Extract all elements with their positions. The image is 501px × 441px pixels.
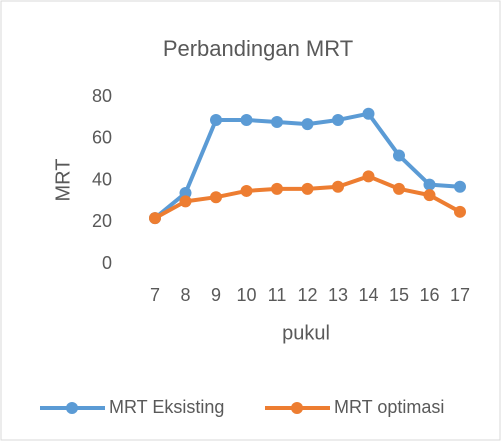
data-point <box>454 180 466 193</box>
data-point <box>332 180 344 193</box>
legend-label: MRT Eksisting <box>109 397 224 417</box>
legend-label: MRT optimasi <box>334 397 444 417</box>
legend-marker <box>66 402 78 414</box>
y-tick-label: 20 <box>92 211 112 231</box>
x-tick-label: 7 <box>150 285 160 305</box>
data-point <box>393 149 405 162</box>
x-axis-title: pukul <box>282 322 330 344</box>
data-point <box>362 170 375 183</box>
data-point <box>179 187 192 200</box>
data-point <box>271 182 283 195</box>
data-point <box>301 118 314 131</box>
data-point <box>332 113 344 126</box>
x-tick-label: 13 <box>328 285 348 305</box>
data-point <box>393 182 405 195</box>
data-point <box>423 178 436 191</box>
chart-title: Perbandingan MRT <box>163 36 353 61</box>
data-point <box>301 182 314 195</box>
data-point <box>240 113 253 126</box>
legend-marker <box>291 402 303 414</box>
data-point <box>240 184 253 197</box>
data-point <box>454 205 466 218</box>
data-point <box>271 116 283 129</box>
x-tick-label: 9 <box>211 285 221 305</box>
data-point <box>179 195 192 208</box>
x-tick-label: 8 <box>180 285 190 305</box>
y-tick-label: 0 <box>102 253 112 273</box>
x-tick-label: 10 <box>236 285 256 305</box>
y-tick-label: 60 <box>92 128 112 148</box>
x-tick-label: 14 <box>358 285 378 305</box>
y-axis-title: MRT <box>52 159 74 202</box>
data-point <box>210 113 222 126</box>
data-point <box>362 107 375 120</box>
data-point <box>423 189 436 202</box>
y-tick-label: 80 <box>92 86 112 106</box>
data-point <box>210 191 222 204</box>
x-tick-label: 16 <box>419 285 439 305</box>
x-tick-label: 11 <box>268 285 287 305</box>
x-tick-label: 17 <box>450 285 470 305</box>
data-point <box>149 212 161 225</box>
x-tick-label: 15 <box>389 285 409 305</box>
y-tick-label: 40 <box>92 169 112 189</box>
x-tick-label: 12 <box>297 285 317 305</box>
